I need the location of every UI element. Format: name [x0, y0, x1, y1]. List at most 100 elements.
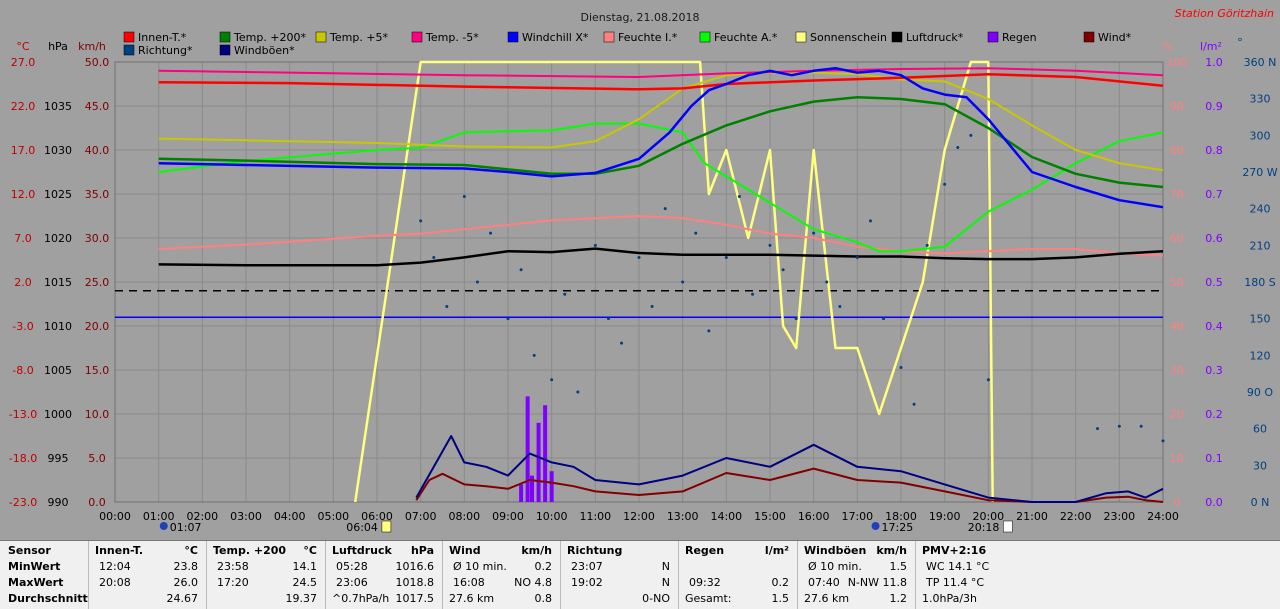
- stat-min: 23.8: [173, 560, 199, 573]
- direction-point: [969, 133, 973, 137]
- series-richtung: [419, 133, 1165, 443]
- x-tick-label: 23:00: [1103, 510, 1135, 523]
- direction-tick-label: 240: [1250, 203, 1271, 216]
- humidity-tick-label: 40: [1170, 320, 1184, 333]
- temp-tick-label: -13.0: [9, 408, 37, 421]
- stat-min-time: Ø 10 min.: [453, 560, 507, 573]
- pressure-tick-label: 1000: [44, 408, 72, 421]
- series-temp-5: [158, 71, 1164, 172]
- wind-tick-label: 0.0: [88, 496, 106, 509]
- direction-tick-label: 360 N: [1244, 56, 1277, 69]
- stat-unit: °C: [184, 544, 198, 557]
- stat-max-time: 09:32: [689, 576, 721, 589]
- legend-swatch: [123, 44, 135, 56]
- x-tick-label: 22:00: [1060, 510, 1092, 523]
- series-regen: [519, 396, 554, 502]
- row-label-sensor: Sensor: [8, 544, 51, 557]
- stat-max-time: 20:08: [99, 576, 131, 589]
- x-tick-label: 10:00: [536, 510, 568, 523]
- rain-tick-label: 0.0: [1205, 496, 1223, 509]
- rain-bar: [549, 471, 554, 502]
- direction-point: [812, 231, 816, 235]
- direction-point: [986, 378, 990, 382]
- rain-tick-label: 0.4: [1205, 320, 1223, 333]
- direction-unit-label: °: [1237, 36, 1243, 49]
- rain-bar: [543, 405, 548, 502]
- x-tick-label: 09:00: [492, 510, 524, 523]
- stat-block: Regen l/m² 09:32 0.2 Gesamt: 1.5: [678, 541, 793, 609]
- sunrise-label: 06:04: [346, 521, 378, 534]
- legend-swatch: [699, 31, 711, 43]
- direction-point: [882, 317, 886, 321]
- stat-unit: hPa: [410, 544, 434, 557]
- direction-point: [606, 317, 610, 321]
- direction-point: [737, 194, 741, 198]
- direction-point: [694, 231, 698, 235]
- stat-max: N-NW 11.8: [847, 576, 907, 589]
- direction-tick-label: 180 S: [1244, 276, 1275, 289]
- stat-max-time: 07:40: [808, 576, 840, 589]
- legend-swatch: [891, 31, 903, 43]
- legend-label: Regen: [1002, 31, 1037, 44]
- legend-label: Temp. +200*: [233, 31, 307, 44]
- legend-label: Richtung*: [138, 44, 193, 57]
- x-tick-label: 06:00: [361, 510, 393, 523]
- stat-min-time: 23:07: [571, 560, 603, 573]
- temp-tick-label: 2.0: [14, 276, 32, 289]
- moonset-label: 17:25: [882, 521, 914, 534]
- x-tick-label: 21:00: [1016, 510, 1048, 523]
- series-group: [158, 60, 1165, 503]
- stat-unit: km/h: [876, 544, 907, 557]
- direction-point: [838, 304, 842, 308]
- direction-tick-label: 0 N: [1251, 496, 1270, 509]
- x-tick-label: 08:00: [448, 510, 480, 523]
- stat-min: 1.5: [889, 560, 908, 573]
- stat-avg: 1.5: [771, 592, 790, 605]
- rain-tick-label: 0.7: [1205, 188, 1223, 201]
- rain-tick-label: 0.1: [1205, 452, 1223, 465]
- rain-tick-label: 1.0: [1205, 56, 1223, 69]
- pressure-tick-label: 1035: [44, 100, 72, 113]
- x-tick-label: 11:00: [579, 510, 611, 523]
- x-tick-label: 03:00: [230, 510, 262, 523]
- direction-point: [620, 341, 624, 345]
- x-tick-label: 04:00: [274, 510, 306, 523]
- stat-max: 26.0: [173, 576, 199, 589]
- x-tick-label: 16:00: [798, 510, 830, 523]
- direction-point: [825, 280, 829, 284]
- stat-block: Windböen km/h Ø 10 min. 1.5 07:40 N-NW 11.8 27…: [797, 541, 911, 609]
- direction-point: [943, 182, 947, 186]
- stat-block: Luftdruck hPa 05:28 1016.6 23:06 1018.8 ^0.7hP…: [325, 541, 438, 609]
- series-windb-en: [415, 435, 1164, 503]
- legend-swatch: [219, 44, 231, 56]
- direction-point: [1117, 424, 1121, 428]
- stat-unit: l/m²: [764, 544, 789, 557]
- stat-title: Temp. +200: [213, 544, 287, 557]
- stat-unit: km/h: [521, 544, 552, 557]
- direction-point: [663, 207, 667, 211]
- sun-moon-markers: 06:04 20:18 01:07 17:25: [159, 520, 1013, 534]
- direction-point: [794, 317, 798, 321]
- temp-tick-label: -8.0: [12, 364, 33, 377]
- x-tick-label: 05:00: [317, 510, 349, 523]
- direction-point: [563, 292, 567, 296]
- x-tick-label: 17:00: [841, 510, 873, 523]
- legend-label: Luftdruck*: [906, 31, 964, 44]
- direction-tick-label: 210: [1250, 239, 1271, 252]
- stat-max: 0.2: [771, 576, 790, 589]
- humidity-tick-label: 100: [1167, 56, 1188, 69]
- stat-title: Luftdruck: [332, 544, 392, 557]
- rain-tick-label: 0.5: [1205, 276, 1223, 289]
- humidity-tick-label: 80: [1170, 144, 1184, 157]
- direction-tick-label: 270 W: [1242, 166, 1277, 179]
- stat-max-time: TP 11.4 °C: [926, 576, 985, 589]
- x-tick-label: 02:00: [186, 510, 218, 523]
- x-tick-label: 13:00: [667, 510, 699, 523]
- pressure-tick-label: 1010: [44, 320, 72, 333]
- temp-tick-label: 17.0: [11, 144, 36, 157]
- stat-min-time: 05:28: [336, 560, 368, 573]
- stat-min: N: [661, 560, 670, 573]
- stats-panel: Sensor MinWert MaxWert Durchschnitt Inne…: [0, 540, 1280, 609]
- temp-tick-label: -18.0: [9, 452, 37, 465]
- x-tick-label: 19:00: [929, 510, 961, 523]
